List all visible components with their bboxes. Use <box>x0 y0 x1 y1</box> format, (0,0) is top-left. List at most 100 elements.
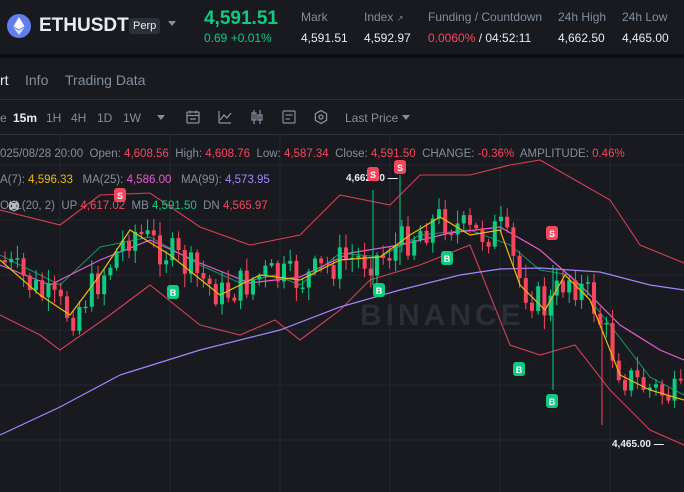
candle-body <box>313 258 317 272</box>
buy-signal-marker[interactable] <box>546 394 558 408</box>
tab-info[interactable]: Info <box>25 72 49 88</box>
timeframe-4h[interactable]: 4H <box>71 111 87 125</box>
candle-body <box>15 258 20 260</box>
boll-middle-band <box>0 229 684 396</box>
candle-body <box>139 231 144 235</box>
price-type-chevron-icon[interactable] <box>402 115 410 120</box>
eth-logo-icon <box>7 14 31 38</box>
buy-signal-marker[interactable] <box>513 362 525 376</box>
candle-body <box>623 380 627 391</box>
candle-body <box>585 282 590 284</box>
candle-type-icon[interactable] <box>249 109 265 125</box>
candle-body <box>449 233 454 236</box>
candle-body <box>89 273 94 307</box>
indicator-icon[interactable] <box>217 109 233 125</box>
candle-body <box>34 280 38 290</box>
candle-body <box>654 384 658 388</box>
candle-body <box>52 283 57 290</box>
tab-chart[interactable]: rt <box>0 72 9 88</box>
timeframe-time[interactable]: e <box>0 111 7 125</box>
candle-body <box>486 241 491 247</box>
candle-body <box>158 235 162 265</box>
candle-body <box>102 275 107 295</box>
toolbar-divider <box>0 134 684 135</box>
candle-body <box>530 302 534 312</box>
boll-legend: OLL(20, 2) UP 4,617.02 MB 4,591.50 DN 4,… <box>0 200 268 212</box>
ma25-line <box>0 226 684 361</box>
symbol-dropdown-chevron-icon[interactable] <box>168 21 176 26</box>
candle-body <box>127 240 131 251</box>
candle-body <box>133 231 138 251</box>
sell-signal-marker[interactable] <box>114 188 126 202</box>
candle-body <box>288 260 293 264</box>
candle-body <box>480 228 485 242</box>
candle-body <box>151 230 156 236</box>
buy-signal-label: B <box>170 288 177 298</box>
candlestick-chart[interactable]: BINANCE 4,662.50 —4,465.00 — S S S S B B B B B 025… <box>0 135 684 492</box>
gear-icon[interactable] <box>8 200 20 212</box>
candle-body <box>213 283 218 305</box>
candle-body <box>282 263 286 282</box>
candle-body <box>257 275 262 280</box>
candle-body <box>226 282 231 298</box>
candle-body <box>275 263 280 282</box>
hexagon-settings-icon[interactable] <box>313 109 329 125</box>
symbol-name[interactable]: ETHUSDT <box>39 15 129 36</box>
chart-tabs: rt Info Trading Data <box>0 58 684 100</box>
candle-body <box>443 209 448 234</box>
buy-signal-label: B <box>516 365 523 375</box>
calendar-icon[interactable] <box>185 109 201 125</box>
tab-trading-data[interactable]: Trading Data <box>65 72 146 88</box>
candle-body <box>9 258 14 263</box>
candle-body <box>356 255 361 258</box>
candle-body <box>300 287 305 290</box>
candle-body <box>592 282 596 314</box>
timeframe-1d[interactable]: 1D <box>97 111 113 125</box>
buy-signal-label: B <box>444 254 451 264</box>
external-link-icon[interactable]: ↗ <box>396 14 404 23</box>
candle-body <box>294 260 299 288</box>
candle-body <box>424 230 429 243</box>
candle-body <box>232 297 237 301</box>
candle-body <box>492 221 497 247</box>
sell-signal-label: S <box>397 163 403 173</box>
stat-index[interactable]: Index ↗ 4,592.97 <box>364 10 411 45</box>
timeframe-1h[interactable]: 1H <box>46 111 62 125</box>
close-icon[interactable] <box>8 200 20 212</box>
candle-body <box>387 258 392 261</box>
low-price-annotation: 4,465.00 — <box>612 439 664 450</box>
candle-body <box>616 360 621 381</box>
buy-signal-marker[interactable] <box>167 285 179 299</box>
candle-body <box>672 378 677 401</box>
candle-body <box>306 271 311 288</box>
timeframe-more-chevron-icon[interactable] <box>157 115 165 120</box>
ma-legend: A(7): 4,596.33 MA(25): 4,586.00 MA(99): … <box>0 174 270 186</box>
candle-body <box>666 395 671 401</box>
candle-body <box>542 286 547 316</box>
stat-24h-high: 24h High 4,662.50 <box>558 10 607 45</box>
sell-signal-label: S <box>370 170 376 180</box>
candle-body <box>331 265 336 279</box>
candle-body <box>461 215 466 224</box>
ticker-header: ETHUSDT Perp 4,591.51 0.69 +0.01% Mark 4… <box>0 0 684 54</box>
candle-body <box>238 270 243 301</box>
binance-watermark: BINANCE <box>360 299 525 332</box>
candle-body <box>474 224 479 229</box>
timeframe-15m[interactable]: 15m <box>13 111 38 125</box>
sell-signal-marker[interactable] <box>394 160 406 174</box>
candle-body <box>337 247 342 279</box>
price-type-selector[interactable]: Last Price <box>345 111 399 125</box>
buy-signal-marker[interactable] <box>441 251 453 265</box>
price-change: 0.69 +0.01% <box>204 31 272 45</box>
sell-signal-marker[interactable] <box>546 226 558 240</box>
stat-24h-low: 24h Low 4,465.00 <box>622 10 669 45</box>
candle-body <box>635 370 640 378</box>
candle-body <box>604 323 609 325</box>
sell-signal-marker[interactable] <box>367 167 379 181</box>
settings-list-icon[interactable] <box>281 109 297 125</box>
candle-body <box>517 255 522 279</box>
buy-signal-marker[interactable] <box>373 283 385 297</box>
timeframe-1w[interactable]: 1W <box>123 111 141 125</box>
candle-body <box>344 247 348 260</box>
